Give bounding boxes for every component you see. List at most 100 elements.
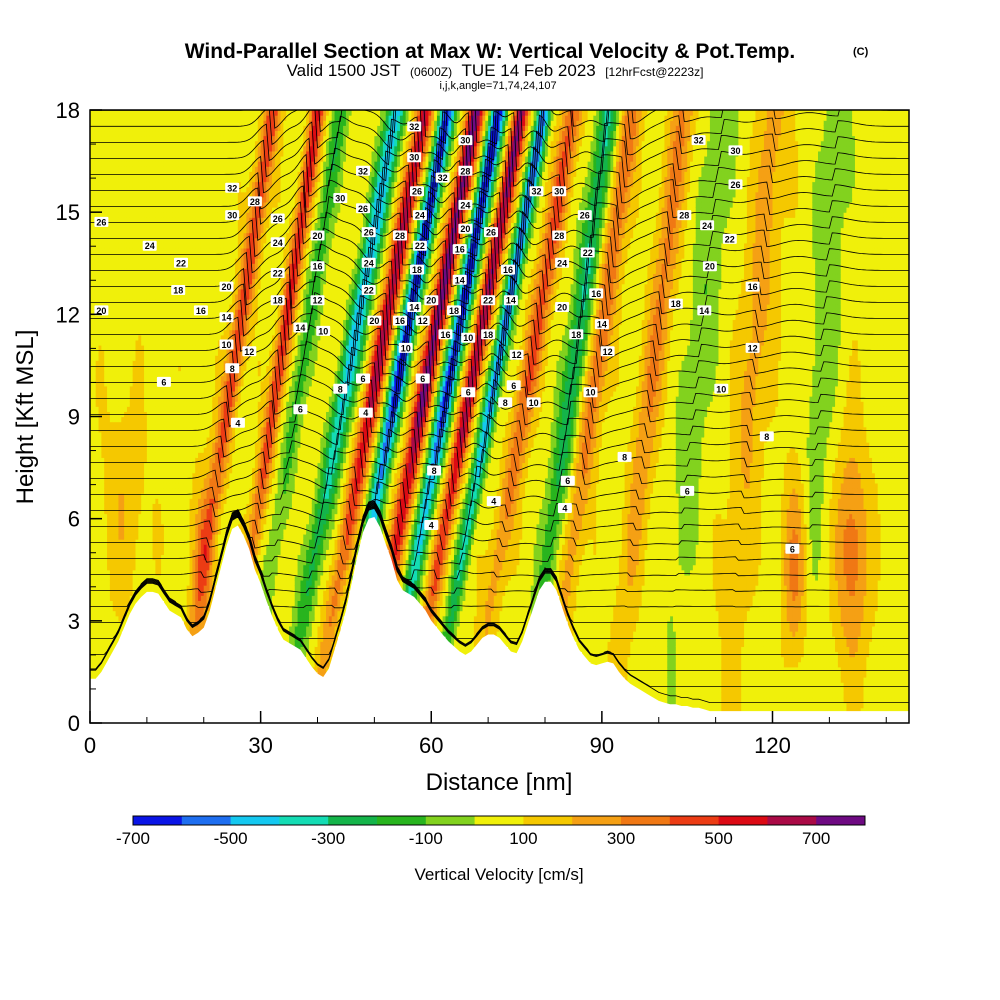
field-cell xyxy=(121,247,125,254)
field-cell xyxy=(109,579,114,586)
field-cell xyxy=(158,196,162,203)
field-cell xyxy=(135,513,139,520)
field-cell xyxy=(144,431,148,438)
field-cell xyxy=(166,528,171,535)
field-cell xyxy=(109,636,114,642)
field-cell xyxy=(112,268,117,275)
field-cell xyxy=(132,191,137,198)
field-cell xyxy=(112,339,117,346)
field-cell xyxy=(112,329,117,336)
field-cell xyxy=(129,191,134,198)
field-cell xyxy=(161,314,165,321)
field-cell xyxy=(135,217,139,223)
field-cell xyxy=(90,304,94,310)
field-cell xyxy=(152,426,156,433)
field-cell xyxy=(163,232,168,239)
field-cell xyxy=(124,207,128,213)
field-cell xyxy=(149,493,154,499)
field-cell xyxy=(90,488,94,494)
field-cell xyxy=(138,304,142,310)
field-cell xyxy=(118,390,122,397)
field-cell xyxy=(101,590,105,596)
field-cell xyxy=(138,390,142,397)
field-cell xyxy=(146,161,151,167)
field-cell xyxy=(135,263,139,269)
field-cell xyxy=(129,431,134,438)
field-cell xyxy=(135,350,139,356)
field-cell xyxy=(95,472,100,479)
field-cell xyxy=(163,212,168,218)
field-cell xyxy=(118,258,122,264)
field-cell xyxy=(158,508,162,515)
field-cell xyxy=(124,120,128,126)
field-cell xyxy=(132,457,137,464)
field-cell xyxy=(155,426,159,433)
field-cell xyxy=(132,110,137,116)
field-cell xyxy=(126,472,131,479)
field-cell xyxy=(172,360,176,367)
field-cell xyxy=(155,329,159,336)
field-cell xyxy=(90,242,94,249)
field-cell xyxy=(112,125,117,132)
field-cell xyxy=(166,370,171,377)
field-cell xyxy=(129,370,134,377)
field-cell xyxy=(118,610,122,617)
field-cell xyxy=(98,155,102,162)
field-cell xyxy=(112,186,117,193)
field-cell xyxy=(118,207,122,213)
field-cell xyxy=(112,488,117,494)
field-cell xyxy=(98,115,102,121)
field-cell xyxy=(129,380,134,387)
field-cell xyxy=(124,585,128,591)
field-cell xyxy=(129,401,134,407)
field-cell xyxy=(115,406,120,412)
field-cell xyxy=(144,416,148,423)
field-cell xyxy=(158,334,162,341)
field-cell xyxy=(132,365,137,372)
field-cell xyxy=(112,620,117,627)
field-cell xyxy=(121,212,125,218)
field-cell xyxy=(124,217,128,223)
field-cell xyxy=(126,385,131,392)
field-cell xyxy=(107,462,111,469)
field-cell xyxy=(166,605,171,612)
field-cell xyxy=(135,426,139,433)
field-cell xyxy=(104,186,108,193)
field-cell xyxy=(132,232,137,239)
field-cell xyxy=(146,339,151,346)
field-cell xyxy=(104,396,108,402)
field-cell xyxy=(146,457,151,464)
field-cell xyxy=(138,319,142,326)
field-cell xyxy=(163,472,168,479)
field-cell xyxy=(141,447,145,453)
field-cell xyxy=(138,207,142,213)
field-cell xyxy=(169,590,174,596)
field-cell xyxy=(112,253,117,259)
field-cell xyxy=(104,472,108,479)
field-cell xyxy=(132,472,137,479)
field-cell xyxy=(104,140,108,147)
field-cell xyxy=(144,544,148,550)
field-cell xyxy=(115,344,120,351)
field-cell xyxy=(92,488,97,494)
field-cell xyxy=(118,288,122,295)
field-cell xyxy=(161,396,165,402)
field-cell xyxy=(132,278,137,285)
field-cell xyxy=(92,559,97,566)
field-cell xyxy=(109,513,114,520)
field-cell xyxy=(98,110,102,116)
field-cell xyxy=(90,472,94,479)
field-cell xyxy=(92,247,97,254)
field-cell xyxy=(138,442,142,448)
field-cell xyxy=(144,263,148,269)
field-cell xyxy=(92,615,97,622)
field-cell xyxy=(152,324,156,331)
field-cell xyxy=(118,334,122,341)
field-cell xyxy=(132,329,137,336)
field-cell xyxy=(98,191,102,198)
field-cell xyxy=(95,253,100,259)
field-cell xyxy=(124,232,128,239)
field-cell xyxy=(104,436,108,443)
field-cell xyxy=(98,140,102,147)
field-cell xyxy=(118,513,122,520)
